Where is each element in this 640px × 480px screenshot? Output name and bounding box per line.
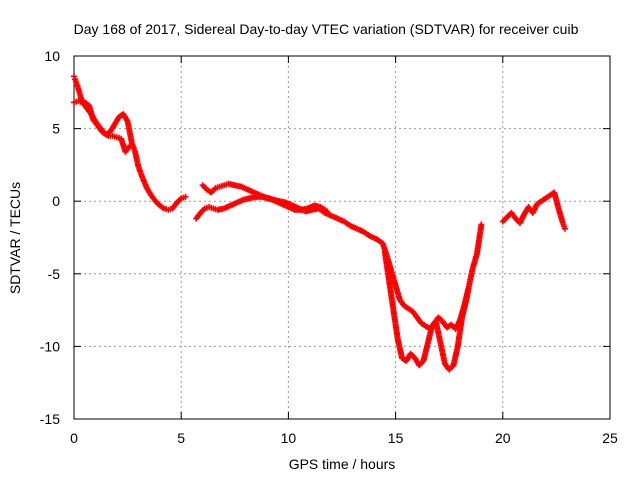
plot-frame — [73, 55, 611, 420]
y-tick-label: 5 — [52, 121, 60, 137]
data-point — [561, 225, 568, 232]
y-tick-label: -10 — [40, 338, 60, 354]
y-tick-label: -15 — [40, 411, 60, 427]
data-points — [71, 73, 568, 373]
x-tick-label: 20 — [495, 430, 511, 446]
data-point — [126, 143, 133, 150]
data-point — [465, 285, 472, 292]
series-5 — [381, 249, 472, 373]
series-2 — [71, 98, 133, 155]
x-tick-label: 0 — [70, 430, 78, 446]
x-tick-label: 25 — [602, 430, 618, 446]
data-point — [71, 73, 77, 80]
chart-title: Day 168 of 2017, Sidereal Day-to-day VTE… — [74, 21, 579, 37]
x-tick-label: 5 — [177, 430, 185, 446]
y-axis-label: SDTVAR / TECUs — [7, 182, 23, 294]
y-tick-label: 10 — [44, 48, 60, 64]
y-tick-label: 0 — [52, 193, 60, 209]
x-axis-label: GPS time / hours — [289, 456, 396, 472]
x-tick-label: 10 — [281, 430, 297, 446]
y-tick-label: -5 — [48, 266, 61, 282]
grid-lines — [74, 56, 610, 419]
data-point — [182, 193, 189, 200]
data-point — [478, 221, 485, 228]
series-6 — [499, 189, 568, 232]
x-tick-label: 15 — [388, 430, 404, 446]
axis-ticks: 0 5 10 15 20 25 -15 -10 -5 0 5 10 — [40, 48, 618, 446]
